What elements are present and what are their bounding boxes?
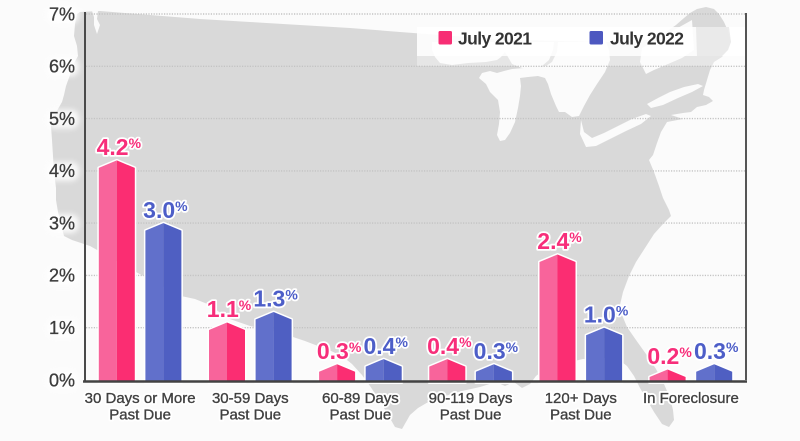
svg-text:6%: 6%: [49, 57, 75, 77]
svg-text:In Foreclosure: In Foreclosure: [643, 390, 739, 407]
svg-text:90-119 Days: 90-119 Days: [429, 390, 513, 407]
svg-text:60-89 Days: 60-89 Days: [322, 390, 399, 407]
svg-text:120+ Days: 120+ Days: [545, 390, 617, 407]
svg-text:Past Due: Past Due: [440, 407, 502, 424]
svg-text:5%: 5%: [49, 109, 75, 129]
svg-text:4%: 4%: [49, 161, 75, 181]
svg-text:In Foreclosure: In Foreclosure: [643, 390, 739, 407]
svg-text:2%: 2%: [49, 266, 75, 286]
svg-text:Past Due: Past Due: [219, 407, 281, 424]
svg-text:1%: 1%: [49, 318, 75, 338]
svg-text:60-89 Days: 60-89 Days: [322, 390, 399, 407]
svg-text:Past Due: Past Due: [109, 407, 171, 424]
svg-text:Past Due: Past Due: [330, 407, 392, 424]
svg-text:4.2%: 4.2%: [97, 134, 142, 160]
svg-text:Past Due: Past Due: [440, 407, 502, 424]
svg-text:Past Due: Past Due: [219, 407, 281, 424]
svg-text:0%: 0%: [49, 370, 75, 390]
svg-text:30 Days or More: 30 Days or More: [85, 390, 196, 407]
svg-text:Past Due: Past Due: [330, 407, 392, 424]
svg-text:30 Days or More: 30 Days or More: [85, 390, 196, 407]
svg-text:3%: 3%: [49, 213, 75, 233]
svg-text:30-59 Days: 30-59 Days: [212, 390, 289, 407]
svg-text:Past Due: Past Due: [550, 407, 612, 424]
svg-text:Past Due: Past Due: [109, 407, 171, 424]
svg-text:Past Due: Past Due: [550, 407, 612, 424]
svg-text:7%: 7%: [49, 4, 75, 24]
svg-text:120+ Days: 120+ Days: [545, 390, 617, 407]
svg-text:July 2022: July 2022: [610, 28, 684, 48]
svg-text:0.4%: 0.4%: [363, 333, 408, 359]
svg-text:0.3%: 0.3%: [317, 338, 362, 364]
svg-text:1.0%: 1.0%: [584, 301, 629, 327]
svg-text:2.4%: 2.4%: [537, 228, 582, 254]
svg-text:30-59 Days: 30-59 Days: [212, 390, 289, 407]
svg-text:July 2021: July 2021: [458, 28, 532, 48]
svg-text:90-119 Days: 90-119 Days: [429, 390, 513, 407]
